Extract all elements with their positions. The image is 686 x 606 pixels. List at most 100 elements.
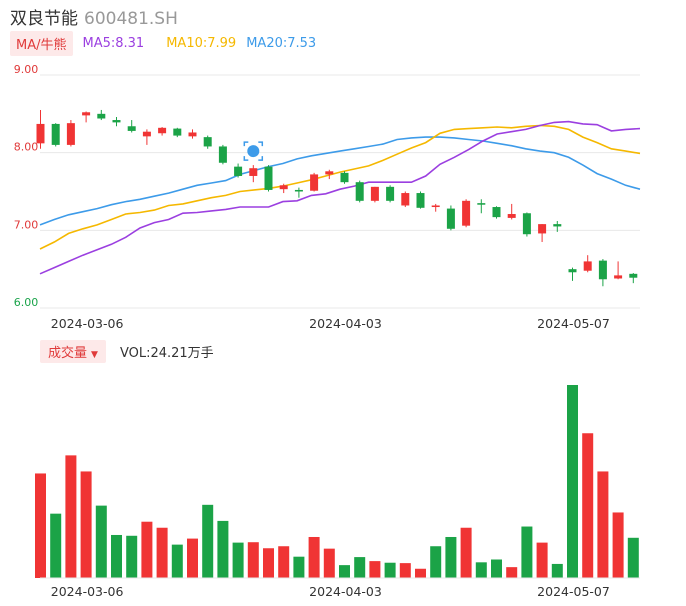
candle-body: [158, 127, 167, 134]
ma5-line: [39, 120, 641, 275]
y-tick-label: 6.00: [14, 296, 39, 309]
x-tick-label: 2024-05-07: [537, 316, 610, 331]
candle: [234, 163, 243, 178]
volume-bar: [415, 568, 426, 578]
volume-bar: [506, 567, 518, 578]
volume-bar: [339, 565, 350, 578]
ma-legend: MA/牛熊 MA5:8.31 MA10:7.99 MA20:7.53: [10, 30, 316, 56]
ma-mode-button[interactable]: MA/牛熊: [10, 30, 73, 56]
candle: [629, 273, 638, 284]
candle: [173, 127, 182, 138]
candle: [112, 116, 121, 127]
candle: [158, 127, 167, 136]
candle: [188, 129, 197, 139]
candle: [264, 165, 273, 192]
event-marker-icon: [243, 141, 264, 161]
stock-name: 双良节能: [10, 9, 78, 29]
stock-code: 600481.SH: [84, 9, 178, 29]
ma20-line: [39, 136, 641, 226]
candle: [97, 109, 106, 121]
candle-body: [522, 213, 531, 235]
candle: [325, 169, 334, 180]
candle-body: [477, 203, 486, 205]
candle-body: [598, 260, 607, 280]
volume-bar: [567, 385, 578, 578]
candle-body: [188, 132, 197, 137]
volume-bar: [308, 536, 320, 578]
volume-bar: [171, 544, 183, 578]
candle-body: [340, 172, 349, 183]
candle-body: [416, 193, 425, 208]
volume-bar: [582, 433, 594, 578]
candle: [355, 180, 364, 203]
candle: [538, 224, 547, 242]
candle: [401, 191, 410, 208]
candle-body: [507, 214, 516, 218]
candle: [142, 129, 151, 145]
volume-bar: [612, 512, 624, 578]
candle: [583, 255, 592, 273]
candle-body: [614, 275, 623, 279]
volume-bar: [263, 548, 274, 578]
candle: [340, 171, 349, 184]
candle: [416, 191, 425, 209]
volume-bar: [80, 471, 92, 578]
x-tick-label: 2024-03-06: [51, 316, 124, 331]
candle-body: [538, 224, 547, 234]
volume-bar: [35, 473, 46, 578]
volume-bar: [217, 520, 229, 578]
volume-bar: [323, 548, 335, 578]
x-tick-label: 2024-04-03: [309, 316, 382, 331]
candle-body: [173, 128, 182, 136]
candle-body: [325, 171, 334, 175]
candle-body: [82, 112, 91, 116]
candle: [614, 261, 623, 280]
volume-bar: [156, 527, 168, 578]
volume-bar: [475, 562, 487, 578]
volume-mode-button[interactable]: 成交量 ▼: [40, 339, 106, 363]
candle: [249, 165, 258, 183]
candle: [66, 120, 75, 147]
volume-bar: [187, 538, 198, 578]
y-tick-label: 8.00: [14, 141, 39, 154]
candle-body: [249, 168, 258, 176]
candle-body: [386, 186, 395, 201]
candle: [386, 185, 395, 203]
candle-body: [629, 273, 638, 278]
candle-body: [462, 200, 471, 226]
candle-body: [218, 146, 227, 163]
candle: [82, 111, 91, 123]
candle-body: [294, 189, 303, 192]
stock-title: 双良节能 600481.SH: [10, 4, 178, 29]
candle-body: [310, 174, 319, 191]
candle-body: [370, 186, 379, 201]
volume-bar: [369, 561, 381, 578]
candle: [507, 203, 516, 220]
candle: [51, 123, 60, 147]
candle: [279, 183, 288, 194]
candle-body: [97, 113, 106, 119]
candle: [431, 203, 440, 212]
candle: [568, 267, 577, 281]
candle-body: [279, 185, 288, 190]
candle: [477, 199, 486, 214]
volume-bar: [384, 562, 396, 578]
volume-value-label: VOL:24.21万手: [119, 345, 214, 361]
caret-down-icon: ▼: [91, 349, 98, 360]
candle: [553, 221, 562, 232]
y-tick-label: 9.00: [14, 63, 39, 76]
candle: [522, 212, 531, 237]
candle: [492, 206, 501, 219]
candle: [294, 187, 303, 198]
volume-bar: [445, 536, 457, 578]
volume-bar: [460, 527, 472, 578]
candle-body: [355, 182, 364, 201]
candle-body: [51, 123, 60, 145]
marker-dot: [247, 145, 260, 158]
candle-body: [203, 137, 212, 147]
volume-bar: [521, 526, 533, 578]
candle-body: [66, 123, 75, 145]
candle: [462, 199, 471, 228]
volume-bar: [278, 546, 290, 578]
